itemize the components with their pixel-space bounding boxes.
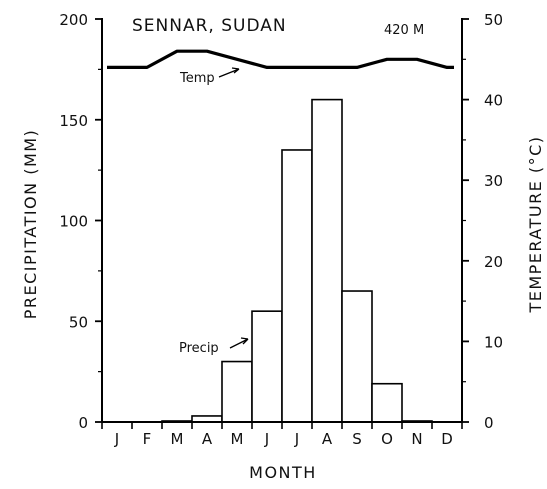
left-axis-title: PRECIPITATION (MM) xyxy=(21,129,40,320)
month-label: A xyxy=(322,430,333,448)
precip-bar xyxy=(251,310,283,423)
right-axis-ticks: 0 10 20 30 40 50 xyxy=(462,11,503,432)
precip-annotation-arrow xyxy=(229,337,249,349)
month-label: J xyxy=(264,430,269,448)
elevation-label: 420 M xyxy=(384,23,424,38)
right-tick-label: 50 xyxy=(484,11,503,29)
precip-annotation: Precip xyxy=(179,341,219,356)
left-tick-label: 150 xyxy=(59,112,88,130)
month-label: D xyxy=(441,430,453,448)
month-label: J xyxy=(294,430,299,448)
chart-title: SENNAR, SUDAN xyxy=(132,16,287,36)
x-axis-title: MONTH xyxy=(249,463,317,482)
month-label: A xyxy=(202,430,213,448)
right-axis-title: TEMPERATURE (°C) xyxy=(526,135,545,313)
left-axis-ticks: 0 50 100 150 200 xyxy=(59,11,102,432)
right-tick-label: 10 xyxy=(484,333,503,351)
right-tick-label: 40 xyxy=(484,92,503,110)
left-tick-label: 50 xyxy=(69,313,88,331)
right-tick-label: 20 xyxy=(484,253,503,271)
month-label: S xyxy=(352,430,362,448)
temp-annotation: Temp xyxy=(179,71,215,86)
month-label: F xyxy=(143,430,152,448)
month-label: O xyxy=(381,430,393,448)
precip-bar xyxy=(281,149,313,423)
precip-bar xyxy=(221,360,253,423)
temperature-line xyxy=(106,49,455,69)
precip-bar xyxy=(341,290,373,423)
month-label: M xyxy=(231,430,244,448)
month-label: M xyxy=(171,430,184,448)
right-tick-label: 0 xyxy=(484,414,494,432)
left-tick-label: 100 xyxy=(59,213,88,231)
precip-bar xyxy=(311,98,343,423)
left-tick-label: 0 xyxy=(78,414,88,432)
month-label: J xyxy=(114,430,119,448)
precip-bars xyxy=(161,98,433,423)
precip-bar xyxy=(371,382,403,423)
right-tick-label: 30 xyxy=(484,172,503,190)
temp-annotation-arrow xyxy=(218,67,240,78)
left-tick-label: 200 xyxy=(59,11,88,29)
month-label: N xyxy=(411,430,422,448)
